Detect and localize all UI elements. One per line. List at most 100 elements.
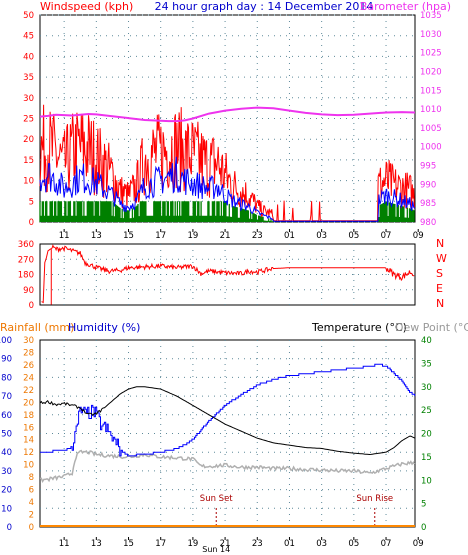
humidity-line — [40, 363, 416, 457]
windspeed-tick-label: 0 — [29, 218, 34, 228]
rainfall-tick-label: 26 — [23, 361, 34, 371]
humidity-tick-label: 70 — [1, 392, 12, 402]
barometer-tick-label: 1010 — [420, 105, 442, 115]
temperature-tick-label: 10 — [421, 476, 432, 486]
wind-direction-line — [41, 244, 415, 304]
barometer-tick-label: 980 — [420, 218, 436, 228]
time-tick-label: 01 — [284, 231, 295, 241]
humidity-axis-title: Humidity (%) — [68, 321, 140, 334]
barometer-tick-label: 1005 — [420, 124, 442, 134]
barometer-tick-label: 1020 — [420, 67, 442, 77]
temperature-tick-label: 30 — [421, 383, 432, 393]
barometer-tick-label: 1015 — [420, 86, 442, 96]
time-tick-label: 17 — [155, 231, 166, 241]
compass-label: E — [436, 282, 443, 295]
windspeed-tick-label: 5 — [29, 197, 34, 207]
time-tick-label: 03 — [316, 539, 327, 549]
windspeed-tick-label: 40 — [23, 52, 34, 62]
sun-marker-label: Sun Set — [200, 494, 233, 504]
dewpoint-axis-title: Dew Point (°C) — [395, 321, 468, 334]
time-tick-label: 15 — [123, 539, 134, 549]
temperature-humidity-panel: 0102030405060708090100024681012141618202… — [0, 336, 432, 554]
time-tick-label: 15 — [123, 231, 134, 241]
barometer-tick-label: 1035 — [420, 11, 442, 21]
compass-label: W — [436, 252, 447, 265]
time-tick-label: 07 — [381, 539, 392, 549]
humidity-tick-label: 100 — [0, 336, 12, 346]
rainfall-tick-label: 10 — [23, 461, 34, 471]
rainfall-tick-label: 8 — [29, 473, 34, 483]
time-tick-label: 05 — [348, 539, 359, 549]
temperature-line — [39, 386, 415, 456]
wind-average-line — [39, 156, 416, 222]
time-tick-label: 23 — [252, 539, 263, 549]
windspeed-axis-title: Windspeed (kph) — [40, 0, 133, 13]
windspeed-tick-label: 35 — [23, 73, 34, 83]
time-tick-label: 09 — [413, 539, 424, 549]
time-tick-label: 11 — [59, 231, 70, 241]
barometer-line — [39, 106, 416, 123]
time-tick-label: 19 — [187, 539, 198, 549]
windspeed-tick-label: 45 — [23, 32, 34, 42]
windspeed-tick-label: 25 — [23, 115, 34, 125]
rainfall-tick-label: 4 — [29, 498, 34, 508]
humidity-tick-label: 0 — [7, 523, 12, 533]
temperature-axis-title: Temperature (°C) — [311, 321, 407, 334]
dewpoint-line — [39, 449, 416, 483]
rainfall-tick-label: 14 — [23, 436, 34, 446]
direction-tick-label: 270 — [18, 255, 34, 265]
time-tick-label: 13 — [91, 231, 102, 241]
barometer-tick-label: 990 — [420, 180, 436, 190]
direction-tick-label: 0 — [29, 301, 34, 311]
time-tick-label: 03 — [316, 231, 327, 241]
rainfall-tick-label: 30 — [23, 336, 34, 346]
temperature-tick-label: 5 — [421, 500, 426, 510]
humidity-tick-label: 80 — [1, 373, 12, 383]
rainfall-tick-label: 28 — [23, 348, 34, 358]
windspeed-tick-label: 20 — [23, 135, 34, 145]
barometer-tick-label: 1025 — [420, 49, 442, 59]
windspeed-tick-label: 50 — [23, 11, 34, 21]
time-tick-label: 13 — [91, 539, 102, 549]
rainfall-axis-title: Rainfall (mm) — [0, 321, 74, 334]
wind-calm-bars — [39, 201, 415, 222]
rainfall-tick-label: 6 — [29, 486, 34, 496]
time-tick-label: 01 — [284, 539, 295, 549]
rainfall-tick-label: 0 — [29, 523, 34, 533]
rainfall-tick-label: 16 — [23, 423, 34, 433]
rainfall-tick-label: 24 — [23, 373, 34, 383]
direction-tick-label: 180 — [18, 271, 34, 281]
barometer-tick-label: 1030 — [420, 30, 442, 40]
temperature-tick-label: 15 — [421, 453, 432, 463]
time-tick-label: 17 — [155, 539, 166, 549]
time-tick-label: 07 — [381, 231, 392, 241]
time-tick-label: 19 — [187, 231, 198, 241]
temperature-tick-label: 35 — [421, 359, 432, 369]
direction-tick-label: 90 — [23, 286, 34, 296]
humidity-tick-label: 60 — [1, 411, 12, 421]
windspeed-tick-label: 15 — [23, 156, 34, 166]
time-tick-label: 11 — [59, 539, 70, 549]
time-tick-label: 05 — [348, 231, 359, 241]
temperature-tick-label: 20 — [421, 430, 432, 440]
rainfall-tick-label: 2 — [29, 511, 34, 521]
rainfall-tick-label: 22 — [23, 386, 34, 396]
rainfall-tick-label: 18 — [23, 411, 34, 421]
humidity-tick-label: 40 — [1, 448, 12, 458]
windspeed-tick-label: 10 — [23, 177, 34, 187]
humidity-tick-label: 10 — [1, 504, 12, 514]
temperature-tick-label: 25 — [421, 406, 432, 416]
time-tick-label: 21 — [220, 231, 231, 241]
compass-label: N — [436, 297, 444, 310]
temperature-tick-label: 0 — [421, 523, 426, 533]
direction-tick-label: 360 — [18, 240, 34, 250]
time-tick-label: 23 — [252, 231, 263, 241]
compass-label: S — [436, 267, 443, 280]
windspeed-tick-label: 30 — [23, 94, 34, 104]
compass-label: N — [436, 237, 444, 250]
day-label: Sun 14 — [202, 545, 230, 554]
rainfall-tick-label: 20 — [23, 398, 34, 408]
sun-marker-label: Sun Rise — [356, 494, 393, 504]
